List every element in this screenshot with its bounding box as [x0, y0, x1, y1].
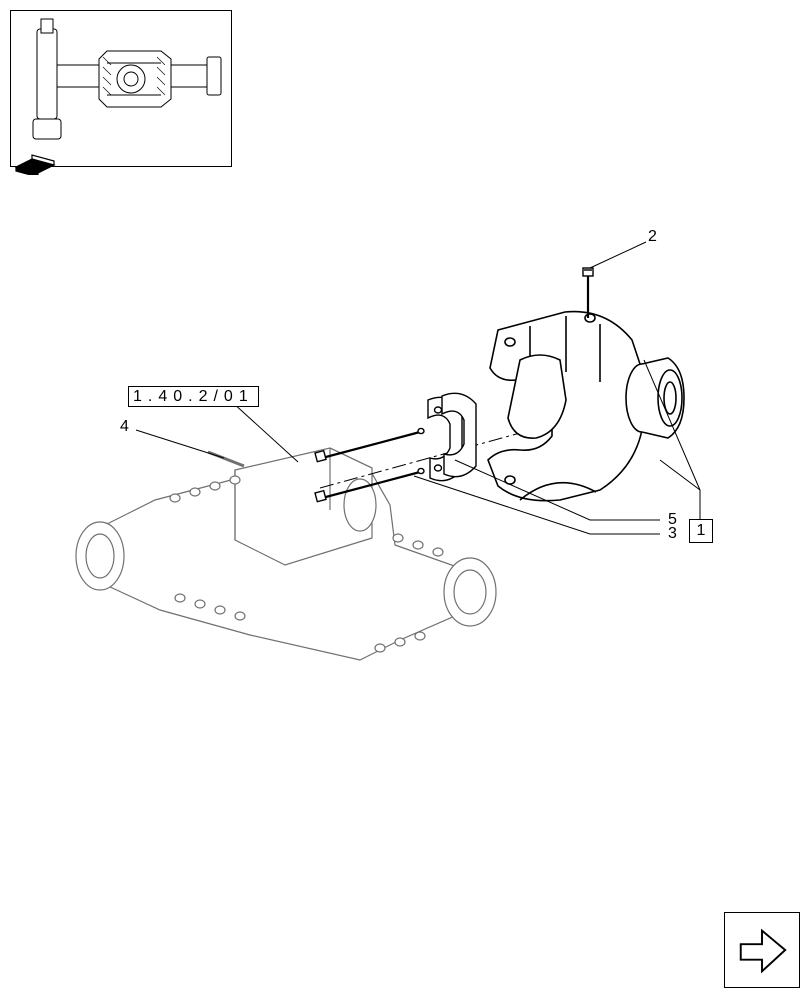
- cover-top-bolt: [583, 268, 593, 318]
- callout-2: 2: [648, 228, 657, 246]
- right-arrow-icon: [733, 921, 791, 979]
- main-exploded-view: [0, 0, 812, 1000]
- callout-3: 3: [668, 525, 677, 543]
- next-page-button[interactable]: [724, 912, 800, 988]
- section-ref-label: 1.40.2/01: [128, 386, 259, 407]
- callout-1-box: 1: [689, 519, 713, 543]
- shim-plates: [428, 393, 476, 480]
- callout-1: 1: [697, 522, 706, 540]
- section-ref-box: 1.40.2/01: [128, 388, 259, 406]
- diff-support-cover: [488, 312, 684, 501]
- callout-4: 4: [120, 418, 129, 436]
- diagram-page: 1.40.2/01 2 4 5 3 1: [0, 0, 812, 1000]
